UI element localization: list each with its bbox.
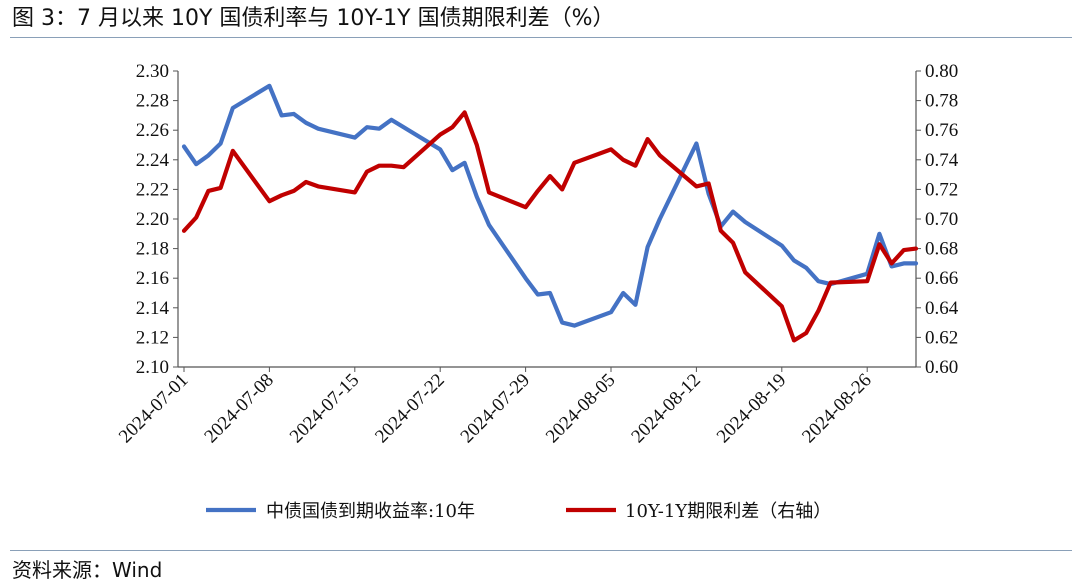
left-y-tick-label: 2.18 bbox=[136, 239, 169, 260]
left-y-tick-label: 2.12 bbox=[136, 327, 169, 348]
right-y-tick-label: 0.78 bbox=[925, 91, 958, 112]
right-y-tick-label: 0.64 bbox=[925, 298, 959, 319]
left-y-tick-label: 2.16 bbox=[136, 268, 169, 289]
right-y-tick-label: 0.68 bbox=[925, 239, 958, 260]
figure-title: 图 3：7 月以来 10Y 国债利率与 10Y-1Y 国债期限利差（%） bbox=[12, 6, 615, 31]
series-line-yield-10y bbox=[181, 83, 919, 328]
legend-label: 10Y-1Y期限利差（右轴） bbox=[625, 501, 831, 522]
left-y-tick-label: 2.10 bbox=[136, 357, 169, 378]
source-divider bbox=[10, 550, 1072, 551]
right-y-tick-label: 0.72 bbox=[925, 179, 958, 200]
right-y-tick-label: 0.66 bbox=[925, 268, 958, 289]
x-tick-label: 2024-07-29 bbox=[457, 370, 535, 448]
right-y-tick-label: 0.80 bbox=[925, 61, 958, 82]
x-tick-label: 2024-08-12 bbox=[627, 370, 705, 448]
legend: 中债国债到期收益率:10年 10Y-1Y期限利差（右轴） bbox=[206, 501, 831, 522]
series-layer bbox=[181, 83, 919, 343]
x-tick-label: 2024-07-01 bbox=[115, 370, 193, 448]
left-y-tick-label: 2.14 bbox=[136, 298, 170, 319]
x-tick-label: 2024-08-19 bbox=[713, 370, 791, 448]
series-line-spread-10y-1y bbox=[181, 110, 919, 343]
x-tick-label: 2024-07-15 bbox=[286, 370, 364, 448]
title-divider bbox=[10, 37, 1072, 38]
right-y-tick-label: 0.60 bbox=[925, 357, 958, 378]
left-y-tick-label: 2.24 bbox=[136, 150, 170, 171]
x-tick-label: 2024-08-26 bbox=[798, 370, 876, 448]
axes-layer: 2.10 2.12 2.14 2.16 2.18 2.20 2.22 2.24 2.26 2.28… bbox=[115, 61, 959, 447]
left-y-tick-label: 2.28 bbox=[136, 91, 169, 112]
left-y-tick-label: 2.22 bbox=[136, 179, 169, 200]
left-y-tick-label: 2.30 bbox=[136, 61, 169, 82]
right-y-tick-label: 0.76 bbox=[925, 120, 958, 141]
legend-label: 中债国债到期收益率:10年 bbox=[266, 501, 475, 522]
left-y-tick-label: 2.26 bbox=[136, 120, 169, 141]
left-y-tick-label: 2.20 bbox=[136, 209, 169, 230]
right-y-tick-label: 0.70 bbox=[925, 209, 958, 230]
right-y-tick-label: 0.62 bbox=[925, 327, 958, 348]
right-y-tick-label: 0.74 bbox=[925, 150, 959, 171]
x-tick-label: 2024-07-08 bbox=[200, 370, 278, 448]
source-note: 资料来源：Wind bbox=[12, 558, 163, 582]
x-tick-label: 2024-08-05 bbox=[542, 370, 620, 448]
x-tick-label: 2024-07-22 bbox=[371, 370, 449, 448]
